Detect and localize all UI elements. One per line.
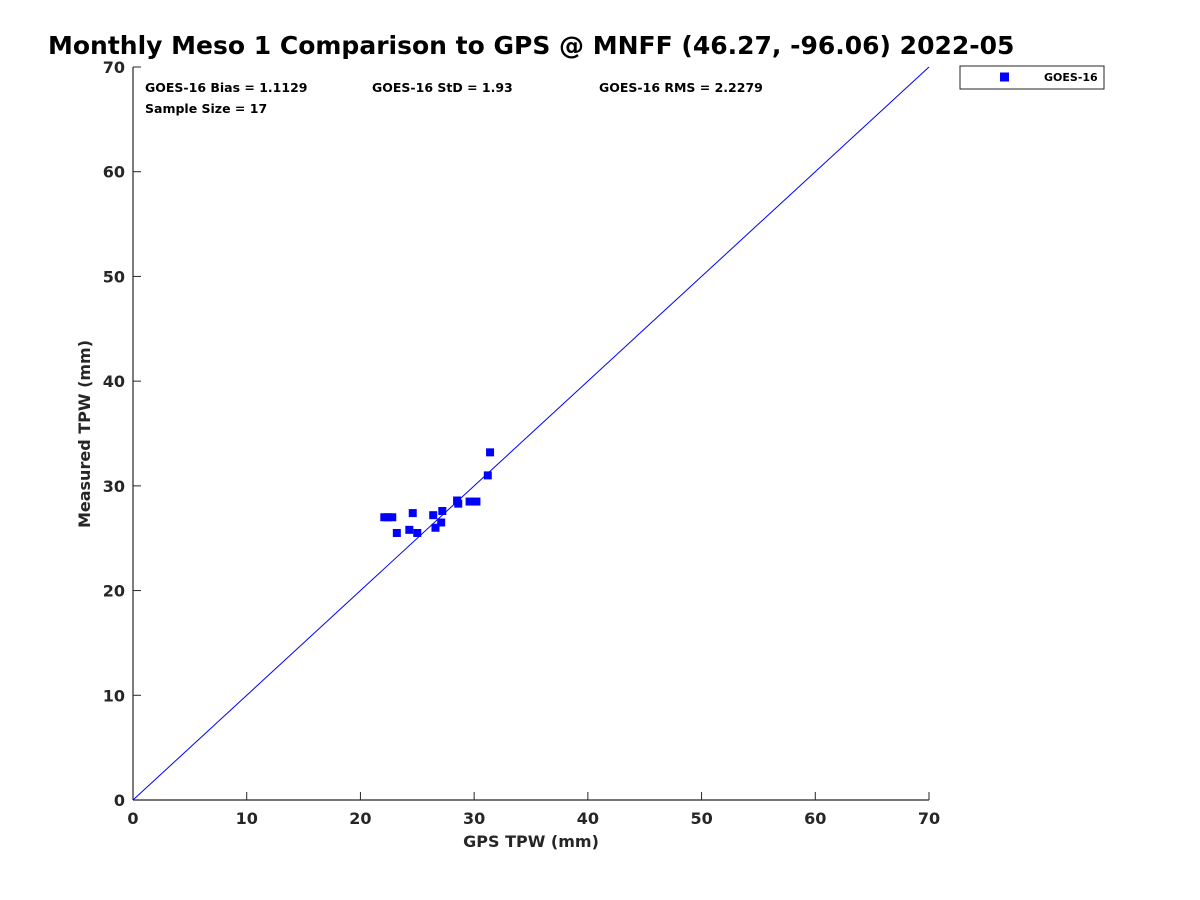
data-point [437, 518, 446, 527]
y-tick-label: 40 [103, 372, 125, 391]
sample-size-annotation: Sample Size = 17 [145, 101, 267, 116]
x-tick-label: 60 [804, 809, 826, 828]
y-tick-label: 30 [103, 477, 125, 496]
legend-marker-goes-16 [1000, 72, 1009, 82]
data-point [483, 471, 492, 480]
rms-annotation: GOES-16 RMS = 2.2279 [599, 80, 763, 95]
data-point [454, 499, 463, 508]
data-point [405, 525, 414, 534]
one-to-one-line [132, 66, 930, 801]
x-tick-label: 30 [463, 809, 485, 828]
x-tick-label: 50 [690, 809, 712, 828]
legend: GOES-16 [959, 65, 1105, 90]
y-axis-label: Measured TPW (mm) [75, 340, 94, 528]
x-axis-label: GPS TPW (mm) [463, 832, 599, 851]
legend-label-goes-16: GOES-16 [1044, 71, 1098, 84]
data-points [380, 448, 495, 537]
reference-line-group [132, 66, 930, 801]
data-point [392, 528, 401, 537]
data-point [486, 448, 495, 457]
data-point [408, 509, 417, 518]
x-tick-label: 70 [918, 809, 940, 828]
y-tick-label: 0 [114, 791, 125, 810]
axes: 0 10 20 30 40 50 60 70 0 10 20 30 40 50 60 70 [103, 58, 940, 828]
data-point [413, 528, 422, 537]
y-tick-label: 10 [103, 686, 125, 705]
data-point [472, 497, 481, 506]
y-tick-label: 50 [103, 267, 125, 286]
data-point [431, 523, 440, 532]
y-tick-label: 20 [103, 582, 125, 601]
data-point [388, 513, 397, 522]
x-tick-label: 40 [577, 809, 599, 828]
bias-annotation: GOES-16 Bias = 1.1129 [145, 80, 307, 95]
data-point [383, 513, 392, 522]
x-tick-label: 20 [349, 809, 371, 828]
chart-title: Monthly Meso 1 Comparison to GPS @ MNFF … [48, 31, 1014, 60]
data-point [438, 506, 447, 515]
data-point [429, 511, 438, 520]
std-annotation: GOES-16 StD = 1.93 [372, 80, 513, 95]
data-point [465, 497, 474, 506]
legend-box [959, 65, 1105, 90]
x-tick-label: 10 [236, 809, 258, 828]
x-tick-label: 0 [127, 809, 138, 828]
y-tick-label: 70 [103, 58, 125, 77]
y-tick-label: 60 [103, 163, 125, 182]
